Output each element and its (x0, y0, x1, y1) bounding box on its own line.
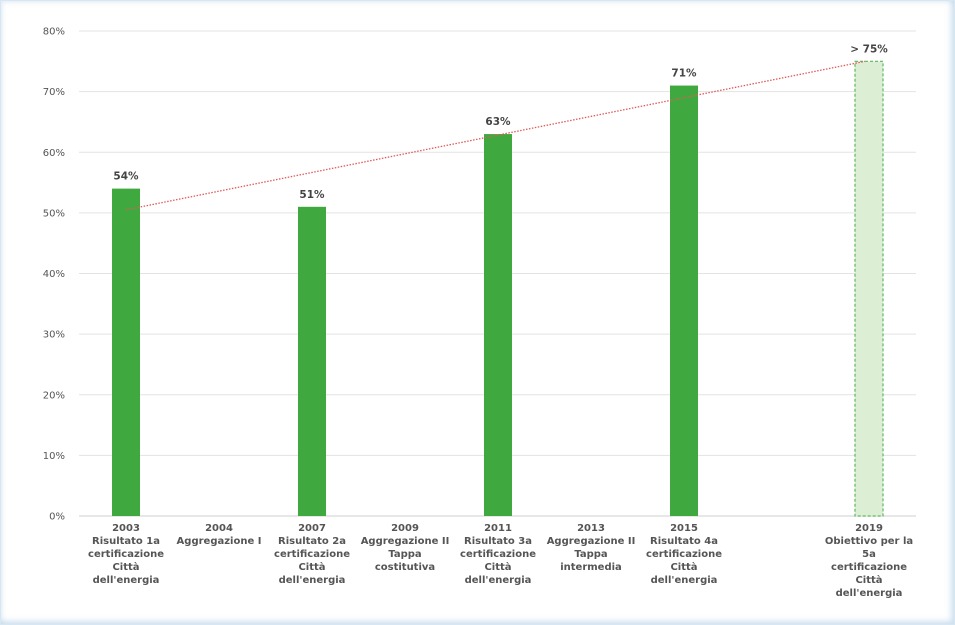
data-label: 71% (671, 68, 697, 80)
data-label: 54% (113, 171, 139, 183)
x-tick-label: dell'energia (651, 575, 718, 586)
x-tick-label: Aggregazione I (177, 536, 262, 547)
x-tick-label: Risultato 4a (650, 536, 718, 547)
x-tick-label: certificazione (274, 549, 350, 560)
x-tick-year: 2003 (112, 523, 140, 534)
x-tick-label: Città (112, 561, 139, 573)
x-tick-label: Risultato 2a (278, 536, 346, 547)
x-tick-year: 2019 (855, 523, 883, 534)
x-tick-year: 2004 (205, 523, 233, 534)
data-label: 51% (299, 189, 325, 201)
x-tick-label: Aggregazione II (547, 536, 636, 547)
x-tick-label: dell'energia (93, 575, 160, 586)
y-tick-label: 80% (43, 27, 65, 38)
y-tick-label: 0% (49, 512, 65, 523)
bar (298, 206, 326, 516)
x-tick-label: Città (855, 574, 882, 586)
x-tick-label: intermedia (560, 562, 622, 573)
x-tick-label: Città (484, 561, 511, 573)
x-tick-label: certificazione (831, 562, 907, 573)
y-tick-label: 50% (43, 208, 65, 219)
x-tick-year: 2011 (484, 523, 512, 534)
x-tick-label: Città (670, 561, 697, 573)
bar (670, 85, 698, 516)
x-tick-label: 5a (862, 549, 876, 560)
y-tick-label: 20% (43, 390, 65, 401)
x-tick-label: dell'energia (836, 588, 903, 599)
x-tick-label: Città (298, 561, 325, 573)
x-tick-label: Risultato 1a (92, 536, 160, 547)
data-label: > 75% (850, 43, 888, 55)
data-label: 63% (485, 116, 511, 128)
x-tick-label: Risultato 3a (464, 536, 532, 547)
x-tick-label: Tappa (574, 549, 607, 560)
x-tick-label: certificazione (460, 549, 536, 560)
y-tick-label: 60% (43, 148, 65, 159)
bar (112, 188, 140, 516)
x-tick-label: dell'energia (279, 575, 346, 586)
y-tick-label: 40% (43, 269, 65, 280)
trend-line (125, 60, 866, 211)
target-bar (854, 60, 884, 517)
bar (484, 134, 512, 516)
y-tick-label: 10% (43, 451, 65, 462)
x-tick-label: certificazione (646, 549, 722, 560)
y-tick-label: 70% (43, 87, 65, 98)
x-tick-label: certificazione (88, 549, 164, 560)
x-tick-label: Obiettivo per la (825, 536, 913, 547)
x-tick-year: 2015 (670, 523, 698, 534)
x-tick-label: dell'energia (465, 575, 532, 586)
y-tick-label: 30% (43, 330, 65, 341)
x-tick-year: 2013 (577, 523, 605, 534)
x-tick-year: 2007 (298, 523, 326, 534)
x-tick-year: 2009 (391, 523, 419, 534)
x-tick-label: costitutiva (375, 562, 435, 573)
x-tick-label: Aggregazione II (361, 536, 450, 547)
x-tick-label: Tappa (388, 549, 421, 560)
